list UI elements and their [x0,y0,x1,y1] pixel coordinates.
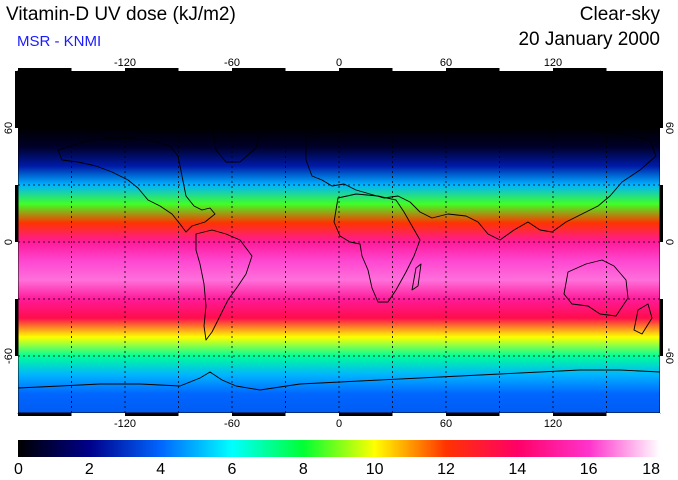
frame-bar-bottom [606,413,660,416]
frame-bar-bottom [71,413,125,416]
lon-label-bottom: 120 [544,418,562,430]
date-label: 20 January 2000 [518,29,660,50]
map-title: Vitamin-D UV dose (kJ/m2) [6,4,236,25]
graticule [18,71,660,413]
frame-bar-right [660,242,663,299]
lon-label-top: -60 [224,57,240,69]
frame-bar-right [660,128,663,185]
greenland-coast [211,113,263,163]
longitude-labels: -120 -120 -60 -60 0 0 60 60 120 120 [114,57,562,430]
frame-bar-bottom [18,413,72,416]
frame-bar-right [660,185,663,242]
sky-condition-label: Clear-sky [579,4,660,25]
frame-bar-right [660,356,663,413]
antarctica-coast [18,369,660,391]
frame-bar-bottom [446,413,500,416]
north-america-coast [57,137,216,233]
frame-bar-top [606,68,660,71]
frame-bar-bottom [178,413,232,416]
colorbar [18,440,660,457]
lon-label-bottom: 0 [336,418,342,430]
south-america-coast [195,229,253,341]
eurasia-coast [305,115,657,241]
colorbar-tick-label: 4 [156,461,165,478]
lon-label-top: 120 [544,57,562,69]
colorbar-tick-label: 6 [228,461,237,478]
colorbar-tick-label: 0 [14,461,23,478]
frame-bar-left [15,299,18,356]
coastlines [18,113,660,391]
lon-label-bottom: -120 [114,418,136,430]
frame-bar-top [446,68,500,71]
frame-bar-left [15,128,18,185]
frame-bar-top [71,68,125,71]
lat-label-right: 60 [663,122,675,134]
frame-bar-bottom [499,413,553,416]
lat-label-left: -60 [3,348,15,364]
frame-bar-top [339,68,393,71]
frame-bar-top [125,68,179,71]
frame-bar-right [660,71,663,128]
frame-bar-top [285,68,339,71]
lon-label-top: 0 [336,57,342,69]
colorbar-tick-label: 14 [508,461,526,478]
colorbar-tick-label: 10 [366,461,384,478]
frame-bar-left [15,185,18,242]
frame-bar-top [232,68,286,71]
frame-bar-top [553,68,607,71]
latitude-labels: -60 -60 0 0 60 60 [3,122,675,364]
frame-dash-bars [15,68,663,416]
frame-bar-bottom [285,413,339,416]
frame-bar-bottom [232,413,286,416]
frame-bar-top [392,68,446,71]
frame-bar-left [15,356,18,413]
frame-bar-bottom [553,413,607,416]
lon-label-top: 60 [440,57,452,69]
colorbar-tick-labels: 0 2 4 6 8 10 12 14 16 18 [14,461,660,478]
frame-bar-bottom [125,413,179,416]
colorbar-tick-label: 16 [580,461,598,478]
frame-bar-top [499,68,553,71]
madagascar-coast [411,263,422,291]
colorbar-tick-label: 8 [299,461,308,478]
lat-label-left: 0 [3,239,15,245]
frame-bar-right [660,299,663,356]
lat-label-left: 60 [3,122,15,134]
new-zealand-coast [633,303,653,335]
frame-bar-bottom [392,413,446,416]
source-label: MSR - KNMI [17,33,102,50]
frame-bar-top [18,68,72,71]
frame-bar-bottom [339,413,393,416]
colorbar-tick-label: 18 [642,461,660,478]
frame-bar-left [15,71,18,128]
frame-bar-left [15,242,18,299]
lat-label-right: -60 [663,348,675,364]
lat-label-right: 0 [663,239,675,245]
colorbar-tick-label: 2 [85,461,94,478]
lon-label-bottom: -60 [224,418,240,430]
lon-label-top: -120 [114,57,136,69]
africa-coast [333,193,421,303]
frame-bar-top [178,68,232,71]
australia-coast [563,259,629,317]
colorbar-tick-label: 12 [437,461,455,478]
lon-label-bottom: 60 [440,418,452,430]
